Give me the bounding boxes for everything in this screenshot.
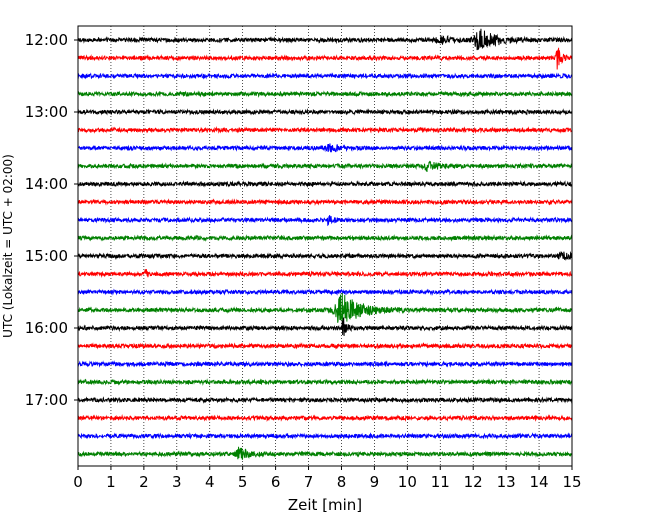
x-tick-label: 12 xyxy=(464,473,483,491)
seismic-trace xyxy=(77,215,573,227)
x-tick-label: 3 xyxy=(172,473,182,491)
x-axis-ticks: 0 1 2 3 4 5 6 7 8 9 10 11 12 13 14 15 xyxy=(73,466,582,491)
seismic-trace xyxy=(77,396,573,404)
x-tick-label: 6 xyxy=(271,473,281,491)
y-tick-label: 13:00 xyxy=(25,103,68,121)
x-tick-label: 8 xyxy=(337,473,347,491)
seismic-trace xyxy=(77,432,573,440)
y-tick-label: 15:00 xyxy=(25,247,68,265)
seismic-trace xyxy=(77,414,573,422)
x-tick-label: 5 xyxy=(238,473,248,491)
seismic-trace xyxy=(77,377,573,386)
seismic-trace xyxy=(77,47,573,70)
x-tick-label: 2 xyxy=(139,473,149,491)
x-axis-label: Zeit [min] xyxy=(288,496,362,514)
x-tick-label: 9 xyxy=(370,473,380,491)
seismic-trace xyxy=(77,72,573,80)
seismic-trace xyxy=(77,143,573,153)
seismic-trace xyxy=(77,180,573,188)
x-tick-label: 1 xyxy=(106,473,116,491)
seismic-trace xyxy=(77,160,573,173)
seismic-trace xyxy=(77,28,573,51)
y-axis-label: UTC (Lokalzeit = UTC + 02:00) xyxy=(1,154,15,338)
seismic-trace xyxy=(77,292,573,323)
x-tick-label: 7 xyxy=(304,473,314,491)
seismic-trace xyxy=(77,269,573,278)
seismic-trace xyxy=(77,198,573,207)
y-tick-label: 14:00 xyxy=(25,175,68,193)
y-axis-ticks: 12:00 13:00 14:00 15:00 16:00 17:00 xyxy=(25,31,78,409)
y-tick-label: 12:00 xyxy=(25,31,68,49)
x-tick-label: 13 xyxy=(497,473,516,491)
seismic-trace xyxy=(77,108,573,116)
vertical-grid xyxy=(110,26,540,466)
seismic-trace xyxy=(77,288,573,296)
seismic-trace xyxy=(77,251,573,262)
plot-frame xyxy=(77,25,573,467)
x-tick-label: 14 xyxy=(530,473,549,491)
y-tick-label: 17:00 xyxy=(25,391,68,409)
x-tick-label: 4 xyxy=(205,473,215,491)
seismic-trace xyxy=(77,360,573,368)
seismic-trace xyxy=(77,126,573,134)
seismic-trace xyxy=(77,316,573,337)
seismic-trace xyxy=(77,446,573,460)
x-tick-label: 15 xyxy=(562,473,581,491)
seismic-trace xyxy=(77,90,573,98)
x-tick-label: 0 xyxy=(73,473,83,491)
x-tick-label: 10 xyxy=(398,473,417,491)
seismic-trace xyxy=(77,234,573,242)
seismic-trace xyxy=(77,342,573,350)
trace-group xyxy=(77,28,573,460)
x-tick-label: 11 xyxy=(431,473,450,491)
y-tick-label: 16:00 xyxy=(25,319,68,337)
